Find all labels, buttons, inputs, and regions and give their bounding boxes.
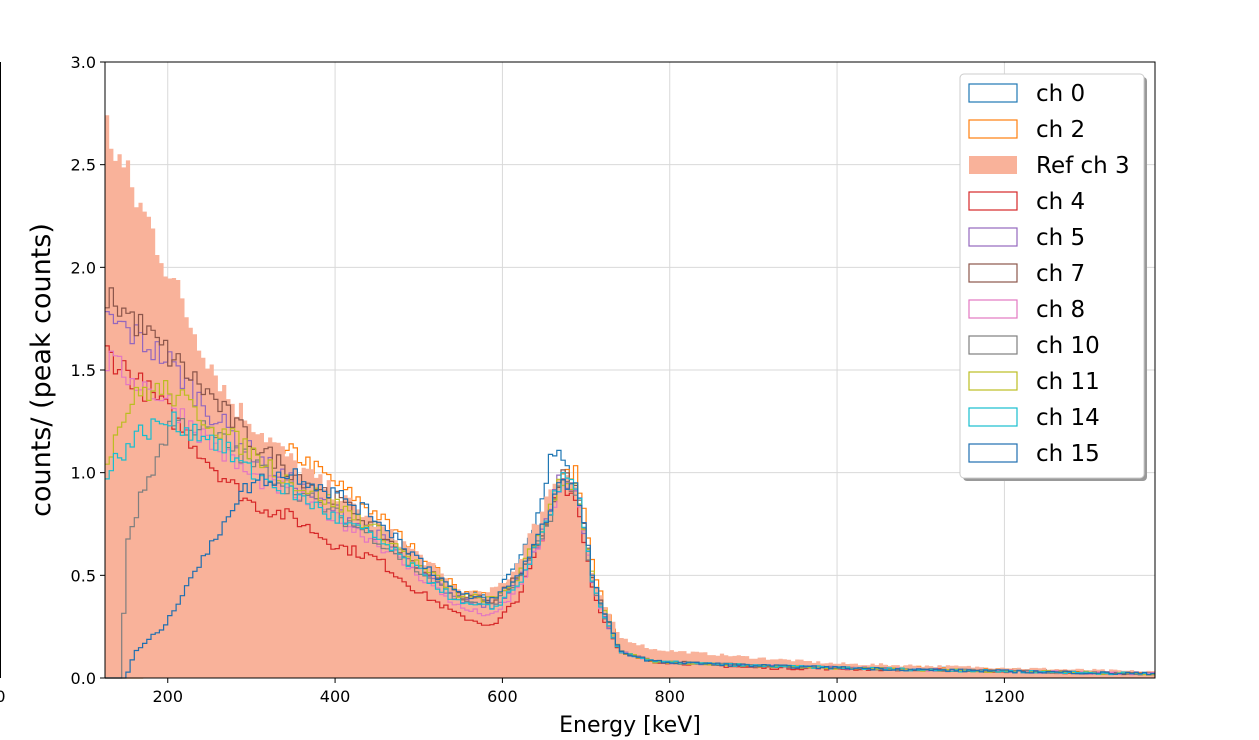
x-tick-label: 800 [654, 687, 685, 706]
legend-label: ch 14 [1036, 405, 1100, 431]
x-axis-title: Energy [keV] [559, 713, 701, 738]
legend-entry-ch-14: ch 14 [968, 405, 1100, 431]
x-axis-ticks: 0 200 400 600 800 1000 1200 [0, 678, 1025, 706]
legend-entry-ch-8: ch 8 [968, 297, 1085, 323]
legend-label: ch 10 [1036, 333, 1100, 359]
legend-entry-ch-11: ch 11 [968, 369, 1100, 395]
series-ref-ch-3 [105, 115, 1155, 679]
legend: ch 0 ch 2 Ref ch 3 ch 4 ch 5 ch 7 ch 8 ch 10 ch … [959, 73, 1147, 481]
x-tick-label: 0 [0, 687, 6, 706]
legend-swatch [968, 119, 1018, 139]
y-tick-label: 0.5 [71, 566, 96, 585]
legend-label: ch 8 [1036, 297, 1085, 323]
legend-label: ch 0 [1036, 81, 1085, 107]
x-tick-label: 600 [487, 687, 518, 706]
legend-entry-ref-ch-3: Ref ch 3 [969, 153, 1130, 179]
legend-swatch [968, 443, 1018, 463]
x-tick-label: 400 [320, 687, 351, 706]
legend-swatch [968, 83, 1018, 103]
legend-swatch [968, 263, 1018, 283]
y-tick-label: 2.0 [71, 258, 96, 277]
legend-label: ch 4 [1036, 189, 1085, 215]
y-tick-label: 1.0 [71, 464, 96, 483]
legend-swatch [968, 335, 1018, 355]
legend-swatch [969, 156, 1017, 174]
legend-label: Ref ch 3 [1036, 153, 1130, 179]
legend-entry-ch-7: ch 7 [968, 261, 1085, 287]
x-tick-label: 200 [152, 687, 183, 706]
legend-swatch [968, 227, 1018, 247]
legend-entry-ch-0: ch 0 [968, 81, 1085, 107]
y-tick-label: 1.5 [71, 361, 96, 380]
legend-swatch [968, 407, 1018, 427]
legend-entry-ch-2: ch 2 [968, 117, 1085, 143]
y-tick-label: 3.0 [71, 53, 96, 72]
legend-label: ch 2 [1036, 117, 1085, 143]
legend-label: ch 7 [1036, 261, 1085, 287]
plot-series [105, 115, 1155, 679]
legend-entry-ch-15: ch 15 [968, 441, 1100, 467]
y-tick-label: 0.0 [71, 669, 96, 688]
y-axis-title: counts/ (peak counts) [26, 223, 57, 517]
x-tick-label: 1200 [984, 687, 1025, 706]
legend-label: ch 11 [1036, 369, 1100, 395]
legend-label: ch 5 [1036, 225, 1085, 251]
series-ch-15 [105, 468, 1155, 679]
legend-entry-ch-5: ch 5 [968, 225, 1085, 251]
legend-label: ch 15 [1036, 441, 1100, 467]
legend-swatch [968, 191, 1018, 211]
legend-entry-ch-10: ch 10 [968, 333, 1100, 359]
y-tick-label: 2.5 [71, 156, 96, 175]
legend-box [959, 73, 1145, 479]
legend-entry-ch-4: ch 4 [968, 189, 1085, 215]
y-axis-ticks: 0.0 0.5 1.0 1.5 2.0 2.5 3.0 [71, 53, 105, 688]
legend-swatch [968, 299, 1018, 319]
legend-swatch [968, 371, 1018, 391]
x-tick-label: 1000 [817, 687, 858, 706]
